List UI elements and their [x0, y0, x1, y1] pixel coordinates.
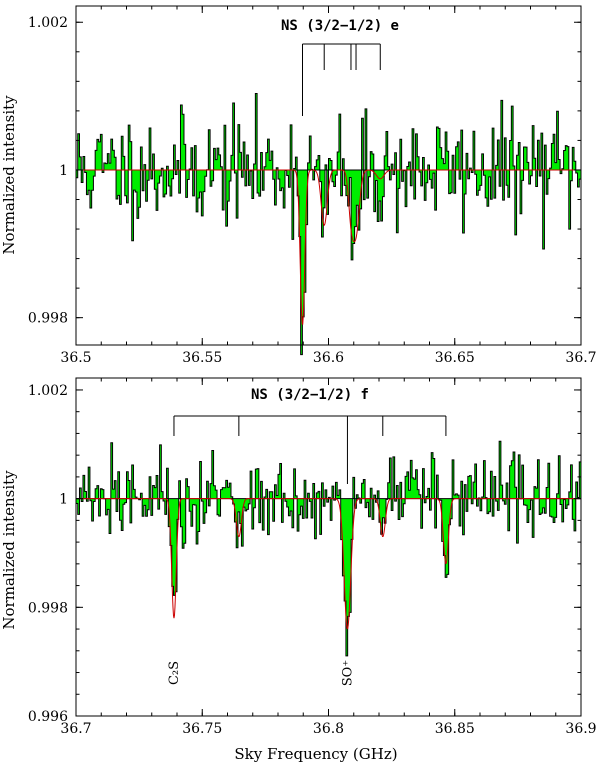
- y-tick-label: 0.998: [28, 311, 68, 327]
- annotation-layer: C₂S SO⁺: [167, 660, 355, 686]
- x-tick-label: 36.5: [60, 350, 91, 366]
- x-tick-label: 36.75: [182, 721, 222, 737]
- x-tick-label: 36.8: [313, 721, 344, 737]
- y-tick-labels: 0.998 1 1.002: [28, 15, 68, 326]
- species-annotation: SO⁺: [340, 660, 355, 686]
- x-axis-label: Sky Frequency (GHz): [234, 745, 397, 763]
- y-axis-label: Normalized intensity: [0, 95, 18, 255]
- x-tick-label: 36.6: [313, 350, 344, 366]
- spectrum-fill: [76, 441, 581, 656]
- panel-top: NS (3/2−1/2) e 36.5 36.55 36.6 36.65 36.7 0.…: [0, 5, 597, 366]
- x-tick-labels: 36.5 36.55 36.6 36.65 36.7: [60, 350, 596, 366]
- y-tick-label: 1: [59, 163, 68, 179]
- x-tick-labels: 36.7 36.75 36.8 36.85 36.9: [60, 721, 596, 737]
- x-tick-label: 36.65: [435, 350, 475, 366]
- x-tick-label: 36.85: [435, 721, 475, 737]
- x-tick-label: 36.55: [182, 350, 222, 366]
- model-fit-curve: [76, 498, 581, 630]
- spectrum-line: [76, 440, 581, 657]
- data-layer: [76, 92, 581, 356]
- panel-title: NS (3/2−1/2) f: [251, 387, 369, 403]
- data-layer: [76, 440, 581, 657]
- x-tick-label: 36.7: [60, 721, 91, 737]
- y-tick-label: 1.002: [28, 15, 68, 31]
- spectrum-line: [76, 92, 581, 356]
- panel-bottom: NS (3/2−1/2) f C₂S SO⁺ 36.7 36.75 36.8 36.85…: [0, 377, 597, 737]
- spectrum-fill: [76, 93, 581, 355]
- y-tick-label: 0.996: [28, 709, 68, 725]
- model-fit-curve: [76, 169, 581, 325]
- y-axis-label: Normalized intensity: [0, 470, 18, 630]
- y-tick-labels: 0.996 0.998 1 1.002: [28, 383, 68, 725]
- y-tick-label: 1.002: [28, 383, 68, 399]
- species-annotation: C₂S: [167, 661, 182, 685]
- y-tick-label: 1: [59, 492, 68, 508]
- panel-title: NS (3/2−1/2) e: [281, 18, 399, 34]
- x-tick-label: 36.7: [565, 350, 596, 366]
- plot-frame: [75, 377, 582, 717]
- x-tick-label: 36.9: [565, 721, 596, 737]
- hfs-marker-group: [173, 415, 447, 484]
- hfs-marker-group: [301, 43, 381, 116]
- y-tick-label: 0.998: [28, 600, 68, 616]
